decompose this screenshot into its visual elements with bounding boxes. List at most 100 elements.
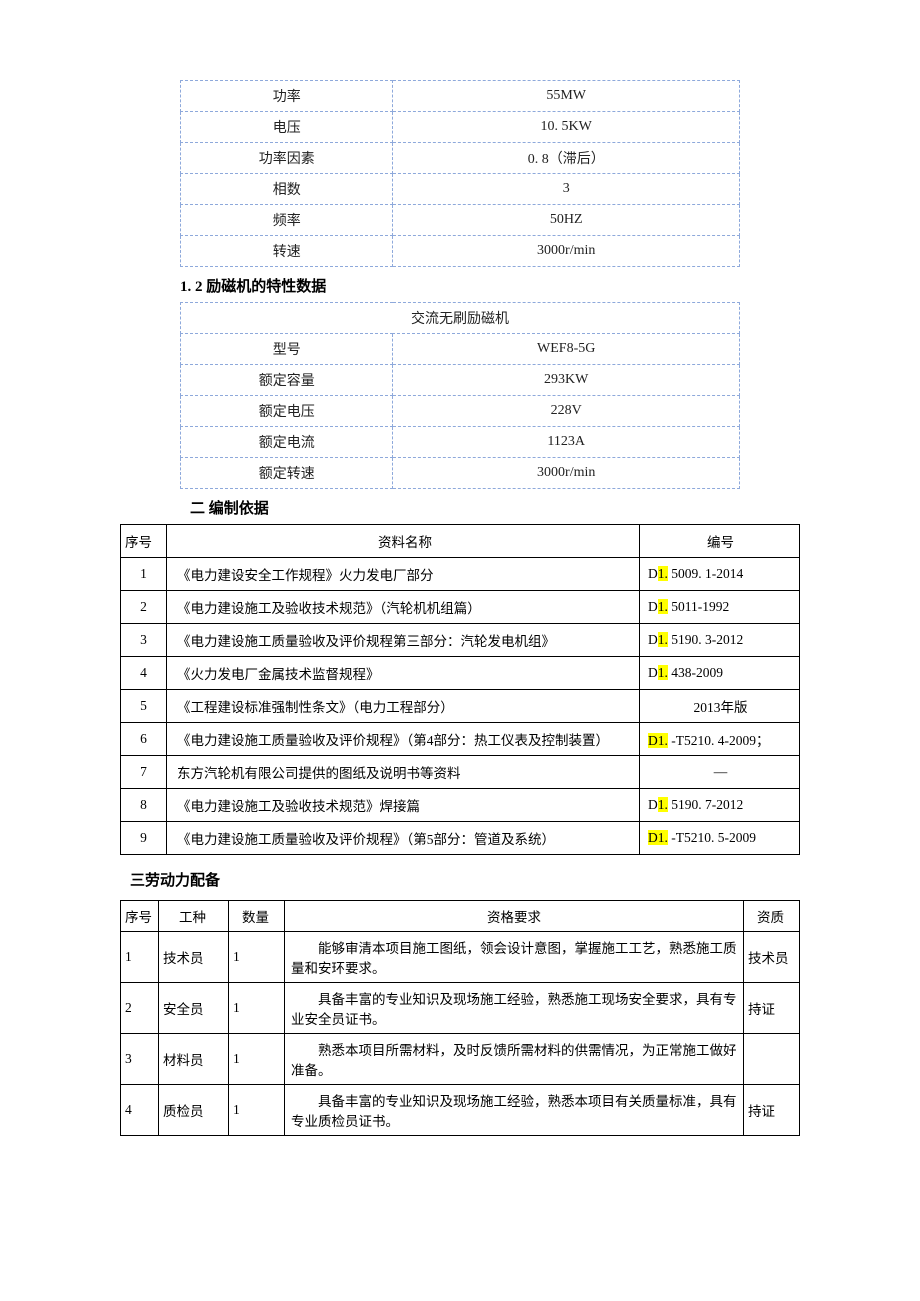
- section-2-heading: 二 编制依据: [190, 497, 800, 518]
- param-value: 0. 8（滞后）: [393, 143, 740, 174]
- basis-code: —: [640, 756, 800, 789]
- param-value: 3: [393, 174, 740, 205]
- basis-code: 2013年版: [640, 690, 800, 723]
- labor-qty: 1: [229, 1034, 285, 1085]
- basis-seq: 1: [121, 558, 167, 591]
- labor-table: 序号 工种 数量 资格要求 资质 1 技术员 1 能够审清本项目施工图纸，领会设…: [120, 900, 800, 1136]
- basis-name: 《工程建设标准强制性条文》（电力工程部分）: [167, 690, 640, 723]
- param-label: 功率: [181, 81, 393, 112]
- basis-header-seq: 序号: [121, 525, 167, 558]
- basis-row: 2 《电力建设施工及验收技术规范》（汽轮机机组篇） D1. 5011-1992: [121, 591, 800, 624]
- basis-name: 《火力发电厂金属技术监督规程》: [167, 657, 640, 690]
- labor-table-body: 1 技术员 1 能够审清本项目施工图纸，领会设计意图，掌握施工工艺，熟悉施工质量…: [121, 932, 800, 1136]
- labor-row: 3 材料员 1 熟悉本项目所需材料，及时反馈所需材料的供需情况，为正常施工做好准…: [121, 1034, 800, 1085]
- basis-name: 《电力建设安全工作规程》火力发电厂部分: [167, 558, 640, 591]
- basis-row: 6 《电力建设施工质量验收及评价规程》（第4部分：热工仪表及控制装置） D1. …: [121, 723, 800, 756]
- exciter-params-table: 交流无刷励磁机 型号WEF8-5G 额定容量293KW 额定电压228V 额定电…: [180, 302, 740, 489]
- basis-seq: 5: [121, 690, 167, 723]
- labor-qual: 持证: [744, 983, 800, 1034]
- param-label: 频率: [181, 205, 393, 236]
- generator-params-body: 功率55MW 电压10. 5KW 功率因素0. 8（滞后） 相数3 频率50HZ…: [181, 81, 740, 267]
- labor-header-qual: 资质: [744, 901, 800, 932]
- basis-row: 7 东方汽轮机有限公司提供的图纸及说明书等资料 —: [121, 756, 800, 789]
- basis-seq: 7: [121, 756, 167, 789]
- basis-seq: 8: [121, 789, 167, 822]
- param-label: 电压: [181, 112, 393, 143]
- basis-seq: 9: [121, 822, 167, 855]
- basis-name: 《电力建设施工及验收技术规范》焊接篇: [167, 789, 640, 822]
- exciter-header: 交流无刷励磁机: [181, 303, 740, 334]
- labor-header-qty: 数量: [229, 901, 285, 932]
- labor-qual: 持证: [744, 1085, 800, 1136]
- basis-code: D1. -T5210. 5-2009: [640, 822, 800, 855]
- labor-req: 能够审清本项目施工图纸，领会设计意图，掌握施工工艺，熟悉施工质量和安环要求。: [285, 932, 744, 983]
- labor-req: 具备丰富的专业知识及现场施工经验，熟悉施工现场安全要求，具有专业安全员证书。: [285, 983, 744, 1034]
- param-value: WEF8-5G: [393, 334, 740, 365]
- basis-row: 9 《电力建设施工质量验收及评价规程》（第5部分：管道及系统） D1. -T52…: [121, 822, 800, 855]
- param-label: 额定转速: [181, 458, 393, 489]
- param-value: 50HZ: [393, 205, 740, 236]
- labor-job: 技术员: [159, 932, 229, 983]
- param-value: 55MW: [393, 81, 740, 112]
- param-label: 功率因素: [181, 143, 393, 174]
- param-label: 型号: [181, 334, 393, 365]
- basis-table-body: 1 《电力建设安全工作规程》火力发电厂部分 D1. 5009. 1-2014 2…: [121, 558, 800, 855]
- basis-code: D1. 5190. 3-2012: [640, 624, 800, 657]
- param-label: 额定电压: [181, 396, 393, 427]
- basis-code: D1. 5011-1992: [640, 591, 800, 624]
- basis-code: D1. 438-2009: [640, 657, 800, 690]
- labor-job: 质检员: [159, 1085, 229, 1136]
- labor-header-job: 工种: [159, 901, 229, 932]
- basis-code: D1. 5009. 1-2014: [640, 558, 800, 591]
- param-label: 额定电流: [181, 427, 393, 458]
- labor-row: 2 安全员 1 具备丰富的专业知识及现场施工经验，熟悉施工现场安全要求，具有专业…: [121, 983, 800, 1034]
- param-label: 转速: [181, 236, 393, 267]
- basis-row: 8 《电力建设施工及验收技术规范》焊接篇 D1. 5190. 7-2012: [121, 789, 800, 822]
- section-3-heading: 三劳动力配备: [130, 869, 800, 890]
- labor-seq: 1: [121, 932, 159, 983]
- basis-seq: 4: [121, 657, 167, 690]
- labor-seq: 2: [121, 983, 159, 1034]
- labor-seq: 3: [121, 1034, 159, 1085]
- param-value: 228V: [393, 396, 740, 427]
- param-value: 10. 5KW: [393, 112, 740, 143]
- labor-header-req: 资格要求: [285, 901, 744, 932]
- section-1-2-heading: 1. 2 励磁机的特性数据: [180, 275, 800, 296]
- basis-row: 4 《火力发电厂金属技术监督规程》 D1. 438-2009: [121, 657, 800, 690]
- labor-qual: [744, 1034, 800, 1085]
- basis-name: 《电力建设施工质量验收及评价规程》（第4部分：热工仪表及控制装置）: [167, 723, 640, 756]
- basis-row: 5 《工程建设标准强制性条文》（电力工程部分） 2013年版: [121, 690, 800, 723]
- basis-code: D1. -T5210. 4-2009；: [640, 723, 800, 756]
- labor-job: 材料员: [159, 1034, 229, 1085]
- basis-name: 《电力建设施工质量验收及评价规程第三部分：汽轮发电机组》: [167, 624, 640, 657]
- labor-qty: 1: [229, 932, 285, 983]
- basis-table: 序号 资料名称 编号 1 《电力建设安全工作规程》火力发电厂部分 D1. 500…: [120, 524, 800, 855]
- labor-req: 具备丰富的专业知识及现场施工经验，熟悉本项目有关质量标准，具有专业质检员证书。: [285, 1085, 744, 1136]
- param-value: 3000r/min: [393, 236, 740, 267]
- param-label: 相数: [181, 174, 393, 205]
- labor-qty: 1: [229, 983, 285, 1034]
- labor-seq: 4: [121, 1085, 159, 1136]
- basis-seq: 2: [121, 591, 167, 624]
- param-value: 1123A: [393, 427, 740, 458]
- labor-qual: 技术员: [744, 932, 800, 983]
- labor-row: 4 质检员 1 具备丰富的专业知识及现场施工经验，熟悉本项目有关质量标准，具有专…: [121, 1085, 800, 1136]
- basis-name: 《电力建设施工质量验收及评价规程》（第5部分：管道及系统）: [167, 822, 640, 855]
- param-value: 3000r/min: [393, 458, 740, 489]
- basis-header-code: 编号: [640, 525, 800, 558]
- basis-row: 3 《电力建设施工质量验收及评价规程第三部分：汽轮发电机组》 D1. 5190.…: [121, 624, 800, 657]
- basis-code: D1. 5190. 7-2012: [640, 789, 800, 822]
- labor-qty: 1: [229, 1085, 285, 1136]
- generator-params-table: 功率55MW 电压10. 5KW 功率因素0. 8（滞后） 相数3 频率50HZ…: [180, 80, 740, 267]
- basis-seq: 6: [121, 723, 167, 756]
- param-label: 额定容量: [181, 365, 393, 396]
- basis-header-name: 资料名称: [167, 525, 640, 558]
- labor-header-seq: 序号: [121, 901, 159, 932]
- labor-job: 安全员: [159, 983, 229, 1034]
- labor-req: 熟悉本项目所需材料，及时反馈所需材料的供需情况，为正常施工做好准备。: [285, 1034, 744, 1085]
- labor-row: 1 技术员 1 能够审清本项目施工图纸，领会设计意图，掌握施工工艺，熟悉施工质量…: [121, 932, 800, 983]
- basis-seq: 3: [121, 624, 167, 657]
- basis-name: 《电力建设施工及验收技术规范》（汽轮机机组篇）: [167, 591, 640, 624]
- basis-row: 1 《电力建设安全工作规程》火力发电厂部分 D1. 5009. 1-2014: [121, 558, 800, 591]
- param-value: 293KW: [393, 365, 740, 396]
